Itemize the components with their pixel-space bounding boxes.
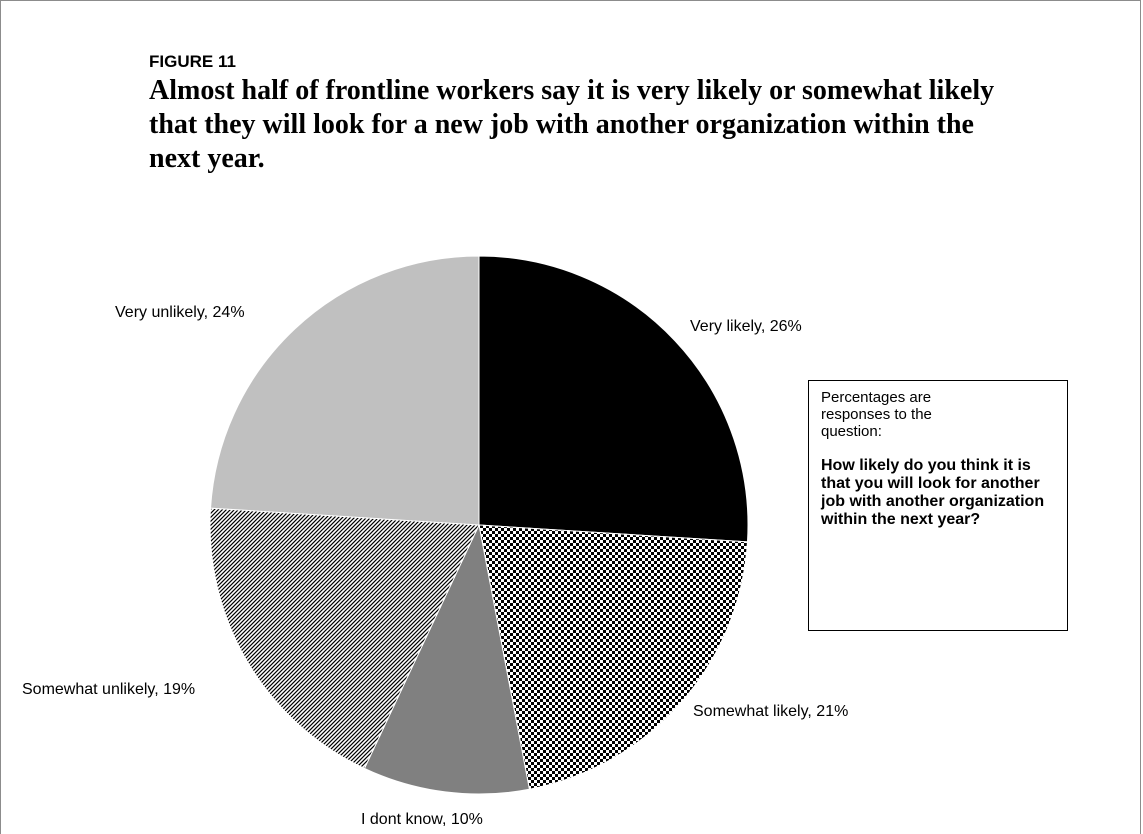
question-note-box: Percentages are responses to the questio… <box>808 380 1068 631</box>
pie-labels: Very likely, 26% Somewhat likely, 21% I … <box>22 304 848 828</box>
note-question-text: How likely do you think it is that you w… <box>821 457 1045 528</box>
chart-title: Almost half of frontline workers say it … <box>149 75 995 174</box>
pie-slices <box>209 255 749 795</box>
figure-number: FIGURE 11 <box>149 52 236 71</box>
pie-slice-very-unlikely <box>209 255 480 526</box>
slice-label-very-likely: Very likely, 26% <box>690 318 802 335</box>
slice-label-very-unlikely: Very unlikely, 24% <box>115 304 245 321</box>
pie-slice-very-likely <box>478 255 749 543</box>
slice-label-somewhat-unlikely: Somewhat unlikely, 19% <box>22 681 195 698</box>
pie-slice-somewhat-unlikely <box>209 507 480 770</box>
slice-label-somewhat-likely: Somewhat likely, 21% <box>693 703 848 720</box>
pie-slice-i-dont-know <box>363 523 530 795</box>
pie-slice-somewhat-likely <box>478 524 749 790</box>
note-intro-text: Percentages are responses to the questio… <box>821 389 932 440</box>
slice-label-i-dont-know: I dont know, 10% <box>361 811 483 828</box>
